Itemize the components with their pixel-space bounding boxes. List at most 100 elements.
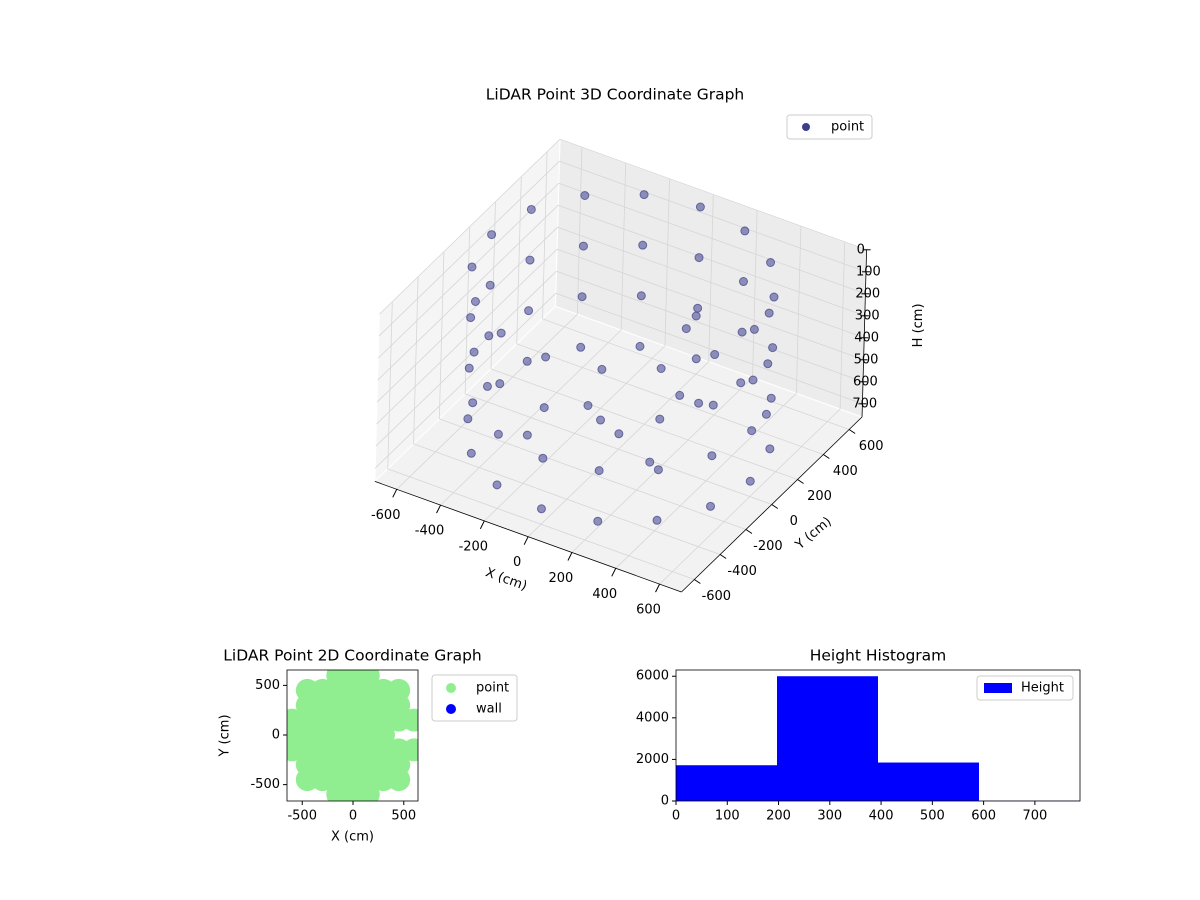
point (484, 331, 494, 341)
x-axis-line (374, 481, 682, 593)
grid-line (387, 468, 695, 580)
point (745, 476, 755, 486)
point (695, 202, 705, 212)
point (594, 466, 604, 476)
legend-label: point (476, 681, 509, 696)
x-tick-label: 600 (636, 603, 661, 618)
x-tick-label: 200 (549, 571, 574, 586)
point (655, 414, 665, 424)
z-tick-label: 200 (855, 286, 880, 301)
point (636, 291, 646, 301)
point (761, 409, 771, 419)
legend-marker (446, 704, 456, 714)
point (577, 292, 587, 302)
x-tick-label: 400 (592, 587, 617, 602)
y-axis-label: Y (cm) (218, 714, 233, 757)
point (387, 768, 411, 792)
y-tick-label: 0 (272, 728, 280, 743)
point (402, 708, 418, 732)
x-tick-label: 700 (1022, 809, 1047, 824)
z-axis-line (861, 249, 867, 418)
y-tick-label: 4000 (636, 710, 669, 725)
point (769, 292, 779, 302)
chart-title: LiDAR Point 3D Coordinate Graph (486, 86, 744, 104)
grid-line (377, 204, 559, 381)
point (694, 253, 704, 263)
point (639, 190, 649, 200)
point (522, 430, 532, 440)
grid-line (379, 138, 561, 315)
x-tick-label: -600 (371, 508, 401, 523)
point (485, 280, 495, 290)
z-tick-label: 400 (854, 330, 879, 345)
point (468, 398, 478, 408)
point (541, 352, 551, 362)
legend-box (976, 675, 1074, 701)
chart-title: Height Histogram (810, 647, 947, 665)
grid-line (795, 226, 802, 394)
x-tick-label: 0 (672, 809, 680, 824)
tick-mark (694, 579, 701, 584)
y-axis-line (681, 416, 863, 593)
x-tick-label: -400 (415, 524, 445, 539)
y-tick-label: 600 (859, 439, 884, 454)
x-tick-label: 500 (391, 809, 416, 824)
point (487, 230, 497, 240)
plot-points (287, 670, 418, 801)
grid-line (542, 318, 850, 430)
point (768, 343, 778, 353)
x-tick-label: 0 (513, 555, 521, 570)
tick-mark (848, 429, 856, 434)
tick-mark (392, 489, 398, 498)
point (738, 277, 748, 287)
point (463, 414, 473, 424)
point (656, 363, 666, 373)
grid-line (439, 418, 747, 530)
x-tick-label: 200 (766, 809, 791, 824)
point (525, 255, 535, 265)
point (576, 342, 586, 352)
x-axis-label: X (cm) (331, 830, 374, 845)
tick-mark (436, 504, 441, 514)
grid-line (413, 276, 419, 444)
point (635, 341, 645, 351)
y-tick-label: -200 (753, 539, 783, 554)
legend-label: Height (1021, 681, 1064, 696)
x-tick-label: -200 (459, 539, 489, 554)
tick-mark (611, 568, 617, 577)
grid-line (620, 162, 627, 331)
grid-line (555, 292, 863, 405)
y-tick-label: 0 (790, 514, 798, 529)
grid-line (378, 160, 560, 337)
point (737, 327, 747, 337)
point (580, 191, 590, 201)
point (710, 350, 720, 360)
legend-label: point (831, 120, 864, 135)
grid-line (542, 151, 548, 319)
z-tick-label: 100 (856, 264, 881, 279)
legend-label: wall (476, 702, 502, 717)
point (495, 379, 505, 389)
point (708, 400, 718, 410)
point (748, 375, 758, 385)
grid-line (376, 248, 558, 425)
grid-line (438, 251, 445, 419)
x-tick-label: 500 (920, 809, 945, 824)
grid-line (576, 147, 583, 315)
plot-frame (675, 669, 1081, 802)
y-tick-label: 6000 (636, 669, 669, 684)
tick-mark (745, 529, 753, 534)
point (464, 363, 474, 373)
y-tick-label: 400 (833, 464, 858, 479)
point (583, 401, 593, 410)
point (675, 390, 685, 400)
point (764, 308, 774, 318)
y-tick-label: -600 (702, 589, 732, 604)
point (526, 204, 536, 214)
point (766, 393, 776, 403)
legend-marker (446, 683, 456, 693)
tick-mark (797, 479, 804, 484)
point (707, 451, 717, 461)
point (694, 398, 704, 408)
